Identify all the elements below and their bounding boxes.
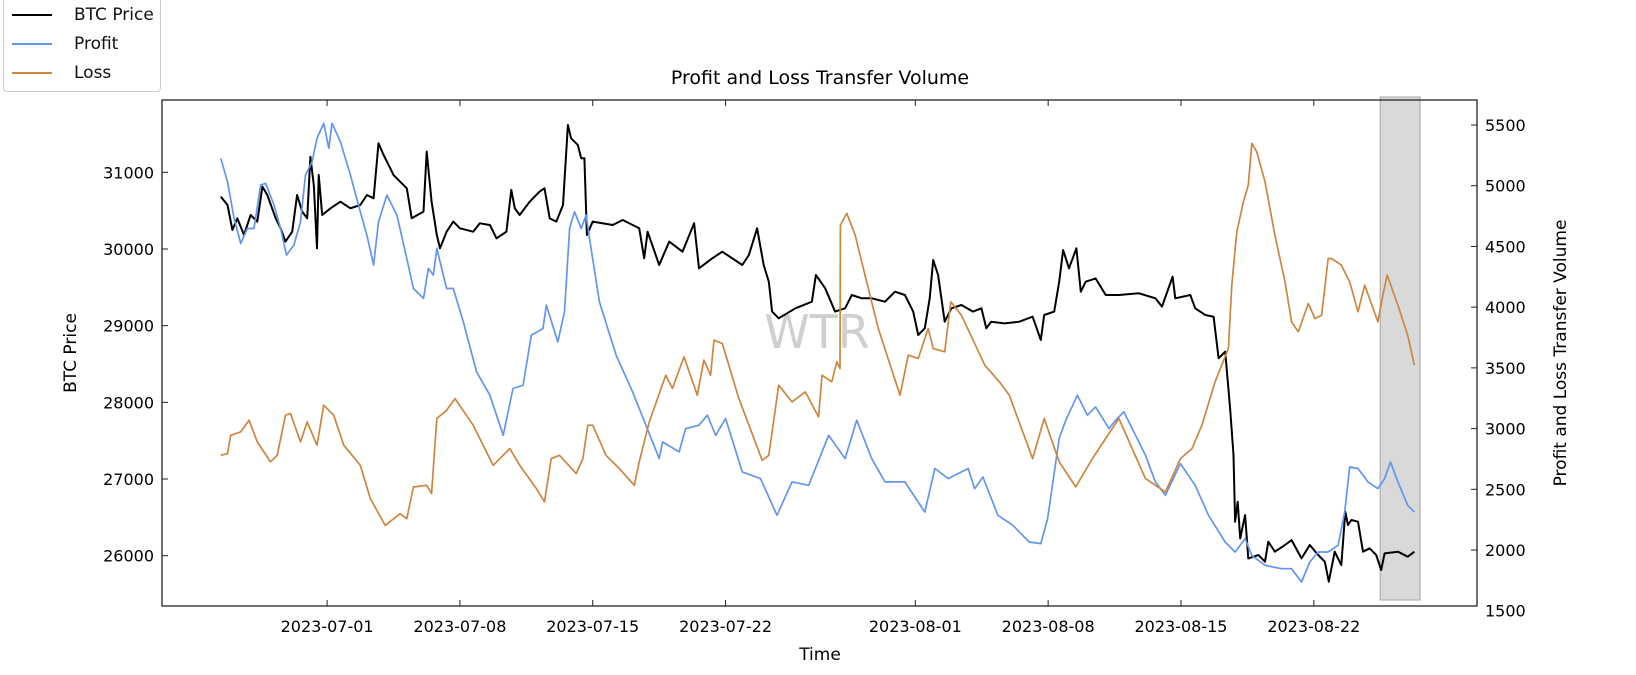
y-right-tick-label: 3000 (1485, 420, 1526, 439)
y-right-tick-label: 1500 (1485, 602, 1526, 621)
legend-swatch-btc-price (12, 14, 52, 16)
legend-swatch-loss (12, 72, 52, 74)
legend: BTC Price Profit Loss (3, 0, 161, 92)
legend-label: Loss (74, 63, 112, 83)
chart-title: Profit and Loss Transfer Volume (671, 67, 969, 89)
y-left-tick-label: 27000 (103, 470, 154, 489)
legend-label: Profit (74, 34, 119, 54)
x-tick-label: 2023-07-01 (281, 617, 374, 636)
x-tick-label: 2023-07-15 (546, 617, 639, 636)
legend-label: BTC Price (74, 5, 154, 25)
x-tick-label: 2023-07-08 (413, 617, 506, 636)
y-right-tick-label: 2000 (1485, 541, 1526, 560)
legend-item-loss: Loss (12, 63, 111, 83)
y-right-tick-label: 3500 (1485, 359, 1526, 378)
legend-item-btc-price: BTC Price (12, 5, 154, 25)
y-axis-left-label: BTC Price (61, 313, 81, 393)
x-tick-label: 2023-07-22 (679, 617, 772, 636)
y-right-tick-label: 4000 (1485, 298, 1526, 317)
btc-price-line (220, 124, 1415, 583)
loss-line (220, 142, 1416, 527)
x-tick-label: 2023-08-08 (1002, 617, 1095, 636)
plot-area: WTR 2023-07-01 2023-07-08 2023-07-15 2023-07… (103, 96, 1526, 636)
y-left-tick-label: 26000 (103, 547, 154, 566)
y-right-tick-label: 5500 (1485, 116, 1526, 135)
y-left-tick-label: 28000 (103, 393, 154, 412)
watermark: WTR (764, 305, 870, 359)
legend-item-profit: Profit (12, 34, 118, 54)
legend-swatch-profit (12, 43, 52, 45)
y-right-tick-label: 5000 (1485, 177, 1526, 196)
x-tick-label: 2023-08-01 (869, 617, 962, 636)
y-left-tick-label: 30000 (103, 240, 154, 259)
profit-line (219, 122, 1416, 583)
y-left-tick-label: 31000 (103, 163, 154, 182)
plot-frame (161, 99, 1478, 607)
y-right-tick-label: 4500 (1485, 237, 1526, 256)
x-tick-label: 2023-08-22 (1267, 617, 1360, 636)
y-right-tick-label: 2500 (1485, 480, 1526, 499)
shaded-region (1379, 96, 1421, 601)
x-axis-label: Time (798, 645, 841, 665)
y-left-tick-label: 29000 (103, 317, 154, 336)
y-axis-right-label: Profit and Loss Transfer Volume (1551, 220, 1571, 487)
x-tick-label: 2023-08-15 (1134, 617, 1227, 636)
